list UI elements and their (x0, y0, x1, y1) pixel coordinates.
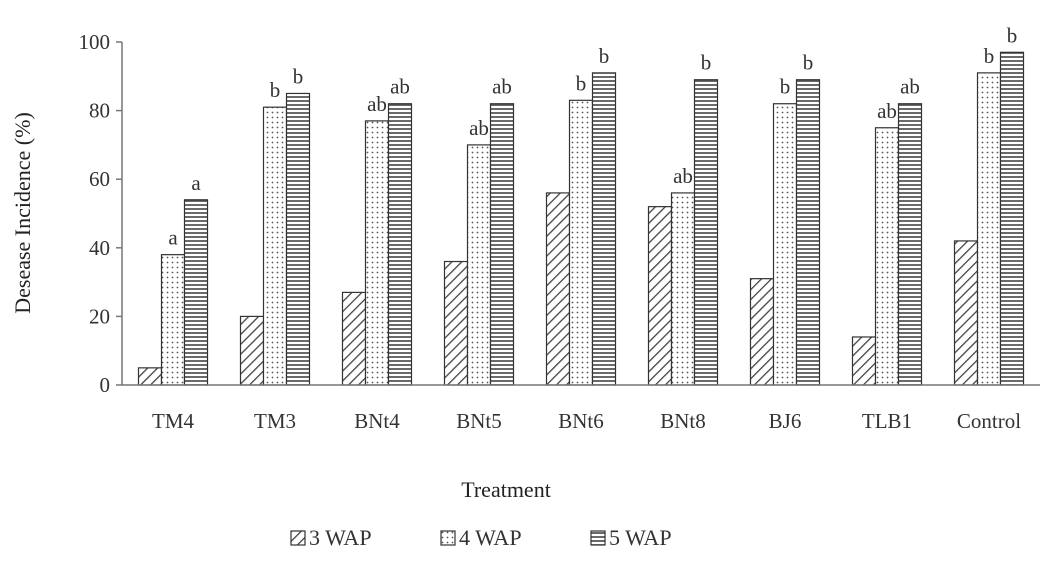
significance-label: ab (492, 75, 512, 99)
significance-label: ab (877, 99, 897, 123)
legend-label: 4 WAP (459, 525, 522, 550)
y-tick-label: 0 (100, 373, 111, 397)
x-tick-label: BNt8 (660, 409, 706, 433)
bar-4-wap-tlb1 (874, 127, 900, 386)
bar-4-wap-bnt8 (670, 192, 696, 386)
significance-label: b (1007, 23, 1018, 47)
bar-3-wap-bnt5 (443, 260, 469, 386)
significance-label: a (191, 171, 201, 195)
bar-5-wap-tm3 (285, 92, 311, 386)
bar-5-wap-control (999, 51, 1025, 386)
legend-label: 3 WAP (309, 525, 372, 550)
significance-label: b (599, 44, 610, 68)
bar-4-wap-control (976, 72, 1002, 386)
significance-label: b (701, 51, 712, 75)
legend: 3 WAP 4 WAP 5 WAP (290, 525, 672, 550)
significance-label: ab (673, 164, 693, 188)
significance-label: a (168, 226, 178, 250)
y-tick-label: 60 (89, 167, 110, 191)
bar-5-wap-bnt8 (693, 79, 719, 386)
bar-5-wap-tlb1 (897, 103, 923, 386)
significance-label: ab (469, 116, 489, 140)
significance-label: ab (900, 75, 920, 99)
significance-label: b (270, 78, 281, 102)
significance-label: b (780, 75, 791, 99)
bar-3-wap-bnt4 (341, 291, 367, 386)
bar-5-wap-bnt6 (591, 72, 617, 386)
significance-label: b (576, 71, 587, 95)
significance-label: b (984, 44, 995, 68)
bar-5-wap-tm4 (183, 199, 209, 386)
bar-3-wap-tlb1 (851, 336, 877, 386)
bar-3-wap-tm4 (137, 367, 163, 386)
bar-3-wap-tm3 (239, 315, 265, 386)
y-tick-label: 20 (89, 304, 110, 328)
bar-4-wap-bj6 (772, 103, 798, 386)
legend-swatch (440, 530, 456, 546)
bar-5-wap-bnt4 (387, 103, 413, 386)
bars (137, 51, 1025, 386)
bar-3-wap-bnt8 (647, 206, 673, 386)
bar-4-wap-tm3 (262, 106, 288, 386)
bar-3-wap-bnt6 (545, 192, 571, 386)
significance-label: b (803, 51, 814, 75)
bar-4-wap-bnt5 (466, 144, 492, 386)
bar-4-wap-tm4 (160, 254, 186, 386)
x-axis-ticks: TM4 TM3 BNt4 BNt5 BNt6 BNt8 BJ6 TLB1 Control (152, 409, 1021, 433)
legend-label: 5 WAP (609, 525, 672, 550)
y-axis-title: Desease Incidence (%) (10, 112, 35, 314)
bar-4-wap-bnt6 (568, 99, 594, 386)
significance-label: ab (367, 92, 387, 116)
bar-5-wap-bnt5 (489, 103, 515, 386)
x-tick-label: TM3 (254, 409, 296, 433)
significance-label: b (293, 64, 304, 88)
legend-swatch (590, 530, 606, 546)
x-tick-label: Control (957, 409, 1021, 433)
y-tick-label: 80 (89, 99, 110, 123)
x-tick-label: BJ6 (769, 409, 802, 433)
x-tick-label: TLB1 (862, 409, 912, 433)
x-axis-title: Treatment (461, 477, 551, 502)
x-tick-label: BNt6 (558, 409, 604, 433)
y-tick-label: 40 (89, 236, 110, 260)
legend-swatch (290, 530, 306, 546)
x-tick-label: TM4 (152, 409, 195, 433)
y-axis-ticks: 0 20 40 60 80 100 (79, 30, 122, 397)
significance-label: ab (390, 75, 410, 99)
bar-3-wap-bj6 (749, 278, 775, 386)
bar-5-wap-bj6 (795, 79, 821, 386)
x-tick-label: BNt4 (354, 409, 400, 433)
y-tick-label: 100 (79, 30, 111, 54)
bar-4-wap-bnt4 (364, 120, 390, 386)
x-tick-label: BNt5 (456, 409, 502, 433)
bar-3-wap-control (953, 240, 979, 386)
